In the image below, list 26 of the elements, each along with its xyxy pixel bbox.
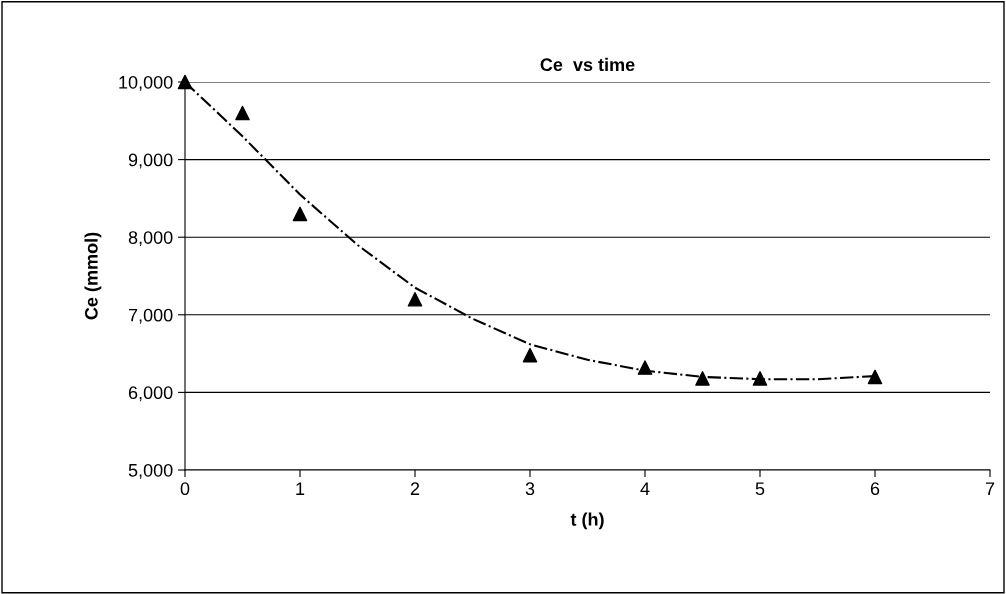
y-tick-label: 7,000: [128, 308, 173, 324]
y-tick-label: 8,000: [128, 231, 173, 247]
x-tick-label: 6: [870, 482, 880, 496]
point: [177, 74, 193, 90]
y-axis-title: Ce (mmol): [84, 232, 102, 320]
y-tick-label: 10,000: [119, 75, 173, 91]
x-tick-label: 2: [410, 482, 420, 495]
point: [867, 369, 883, 385]
point: [292, 206, 308, 222]
point: [637, 360, 653, 375]
point: [752, 371, 768, 386]
x-tick-label: 5: [755, 482, 765, 496]
chart-title: Ce vs time: [540, 57, 635, 72]
point: [695, 371, 710, 386]
x-tick-label: 4: [640, 482, 650, 495]
point: [235, 105, 250, 121]
y-tick-label: 5,000: [128, 463, 173, 479]
x-tick-label: 3: [525, 482, 535, 496]
x-tick-label: 0: [180, 482, 190, 496]
y-tick-label: 6,000: [128, 386, 173, 402]
x-tick-label: 1: [296, 482, 305, 495]
x-tick-label: 7: [985, 482, 995, 495]
point: [407, 291, 423, 307]
point: [522, 347, 538, 363]
y-tick-label: 9,000: [128, 153, 173, 169]
x-axis-title: t (h): [570, 512, 604, 530]
